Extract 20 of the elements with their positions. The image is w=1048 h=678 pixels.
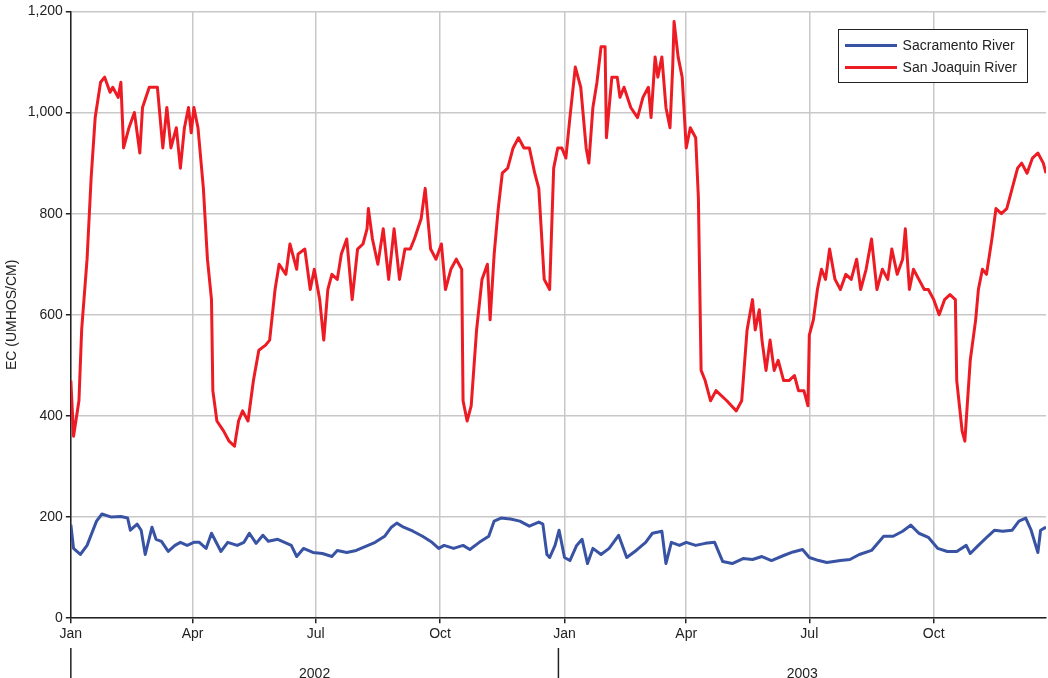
y-tick-label: 400 bbox=[39, 406, 64, 423]
y-axis-title: EC (UMHOS/CM) bbox=[3, 259, 20, 371]
x-tick-label: Oct bbox=[429, 625, 452, 642]
y-tick-label: 200 bbox=[39, 507, 64, 524]
x-tick-label: Jan bbox=[59, 625, 83, 642]
x-tick-label: Oct bbox=[922, 625, 945, 642]
x-tick-label: Apr bbox=[675, 625, 698, 642]
y-tick-label: 1,200 bbox=[27, 2, 64, 19]
x-tick-label: Jan bbox=[553, 625, 576, 642]
text: 2003 bbox=[786, 664, 818, 678]
x-tick-label: Apr bbox=[181, 625, 204, 642]
legend-label: San Joaquin River bbox=[902, 59, 1017, 76]
y-tick-label: 0 bbox=[55, 609, 64, 626]
y-tick-label: 800 bbox=[39, 204, 64, 221]
y-tick-label: 600 bbox=[39, 305, 64, 322]
y-tick-label: 1,000 bbox=[27, 103, 64, 120]
x-tick-label: Jul bbox=[306, 625, 325, 642]
legend-label: Sacramento River bbox=[902, 37, 1015, 54]
text: 2002 bbox=[299, 664, 331, 678]
x-tick-label: Jul bbox=[800, 625, 819, 642]
